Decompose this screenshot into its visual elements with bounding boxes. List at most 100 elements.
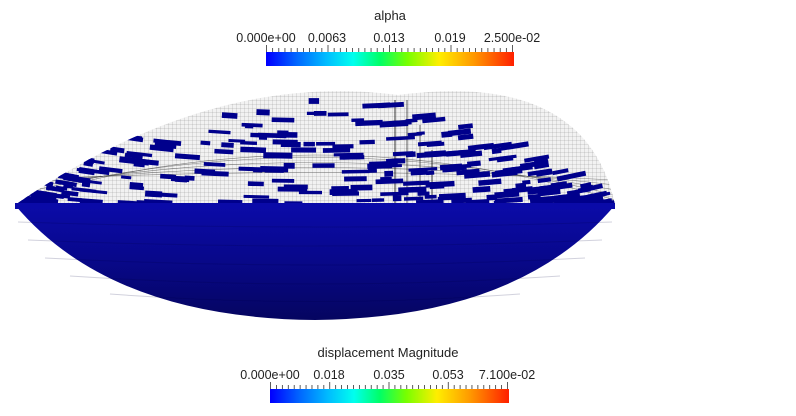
alpha-patch	[228, 139, 246, 143]
alpha-patch	[403, 180, 430, 186]
alpha-patch	[76, 167, 91, 174]
alpha-patch	[500, 141, 529, 151]
alpha-patch	[359, 139, 375, 145]
alpha-patch	[184, 175, 195, 181]
alpha-patch	[467, 142, 495, 151]
alpha-patch	[87, 158, 105, 165]
alpha-patch	[344, 176, 367, 182]
alpha-patch	[457, 123, 474, 130]
alpha-patch	[379, 120, 409, 128]
alpha-patch	[238, 166, 266, 172]
alpha-patch	[371, 198, 385, 202]
alpha-patch	[243, 194, 270, 199]
alpha-tick-label: 2.500e-02	[483, 31, 541, 45]
alpha-patch	[271, 178, 295, 183]
alpha-patch	[524, 154, 550, 163]
displacement-legend-title: displacement Magnitude	[317, 345, 459, 360]
alpha-patch	[540, 184, 553, 191]
alpha-patch	[332, 144, 354, 149]
alpha-patch	[144, 190, 163, 198]
alpha-patch	[464, 171, 491, 179]
alpha-patch	[503, 186, 529, 193]
alpha-patch	[260, 166, 289, 173]
alpha-patch	[398, 186, 427, 194]
alpha-patch	[240, 146, 267, 154]
alpha-tick-label: 0.000e+00	[236, 31, 296, 45]
alpha-patch	[312, 163, 335, 168]
alpha-patch	[502, 164, 533, 174]
alpha-patch	[120, 175, 132, 180]
alpha-patch	[131, 157, 159, 166]
alpha-patch	[553, 193, 577, 202]
alpha-patch	[472, 185, 491, 193]
alpha-patch	[556, 171, 585, 181]
alpha-patch	[214, 148, 234, 155]
alpha-patch	[303, 141, 315, 147]
alpha-patch	[208, 129, 231, 135]
alpha-patch	[126, 150, 153, 158]
alpha-patch	[416, 131, 425, 136]
displacement-tick-label: 0.035	[373, 368, 405, 382]
alpha-patch	[247, 181, 264, 187]
alpha-patch	[486, 194, 498, 201]
alpha-patch	[386, 135, 415, 141]
alpha-tick-label: 0.019	[434, 31, 466, 45]
alpha-patch	[42, 191, 71, 199]
alpha-patch	[322, 147, 351, 153]
displacement-tick-label: 0.000e+00	[240, 368, 300, 382]
alpha-patch	[67, 196, 82, 203]
alpha-patch	[291, 147, 317, 153]
alpha-patch	[417, 191, 430, 196]
alpha-patch	[533, 157, 549, 165]
alpha-patch	[362, 102, 391, 109]
alpha-patch	[263, 152, 293, 159]
alpha-patch	[403, 196, 424, 201]
alpha-patch	[339, 155, 365, 160]
alpha-patch	[527, 193, 541, 200]
alpha-patch	[384, 163, 402, 168]
alpha-patch	[277, 186, 308, 192]
alpha-patch	[392, 195, 402, 202]
alpha-patch	[71, 186, 97, 193]
alpha-patch	[356, 198, 372, 203]
alpha-patch	[494, 190, 520, 199]
alpha-patch	[63, 183, 74, 189]
alpha-patch	[550, 181, 568, 187]
alpha-patch	[308, 98, 320, 104]
alpha-patch	[429, 184, 445, 190]
alpha-patch	[457, 133, 474, 141]
alpha-legend-title: alpha	[374, 8, 406, 23]
alpha-patch	[316, 141, 336, 146]
alpha-patch	[466, 160, 481, 167]
alpha-patch	[380, 176, 392, 183]
alpha-patch	[277, 130, 289, 135]
alpha-patch	[160, 173, 177, 180]
alpha-tick-label: 0.013	[373, 31, 405, 45]
alpha-colorbar	[266, 52, 514, 66]
alpha-patch	[412, 112, 437, 121]
displacement-tick-label: 7.100e-02	[478, 368, 536, 382]
alpha-patch	[392, 151, 414, 157]
alpha-patch	[258, 136, 268, 140]
alpha-patch	[329, 188, 358, 196]
alpha-patch	[313, 110, 327, 116]
alpha-patch	[451, 197, 473, 204]
displacement-tick-label: 0.018	[313, 368, 345, 382]
alpha-patch	[221, 142, 234, 148]
alpha-tick-label: 0.0063	[307, 31, 347, 45]
alpha-patch	[98, 166, 123, 174]
alpha-patch	[405, 118, 418, 123]
alpha-patch	[271, 117, 295, 123]
displacement-tick-label: 0.053	[432, 368, 464, 382]
alpha-patch	[149, 144, 174, 153]
alpha-patch	[368, 168, 377, 173]
alpha-patch	[478, 178, 502, 186]
alpha-patch	[488, 154, 517, 162]
displacement-colorbar	[270, 389, 509, 403]
lower-shell	[15, 205, 615, 320]
alpha-patch	[327, 112, 349, 117]
alpha-patch	[331, 186, 349, 190]
alpha-patch	[425, 170, 435, 176]
alpha-patch	[410, 169, 428, 176]
